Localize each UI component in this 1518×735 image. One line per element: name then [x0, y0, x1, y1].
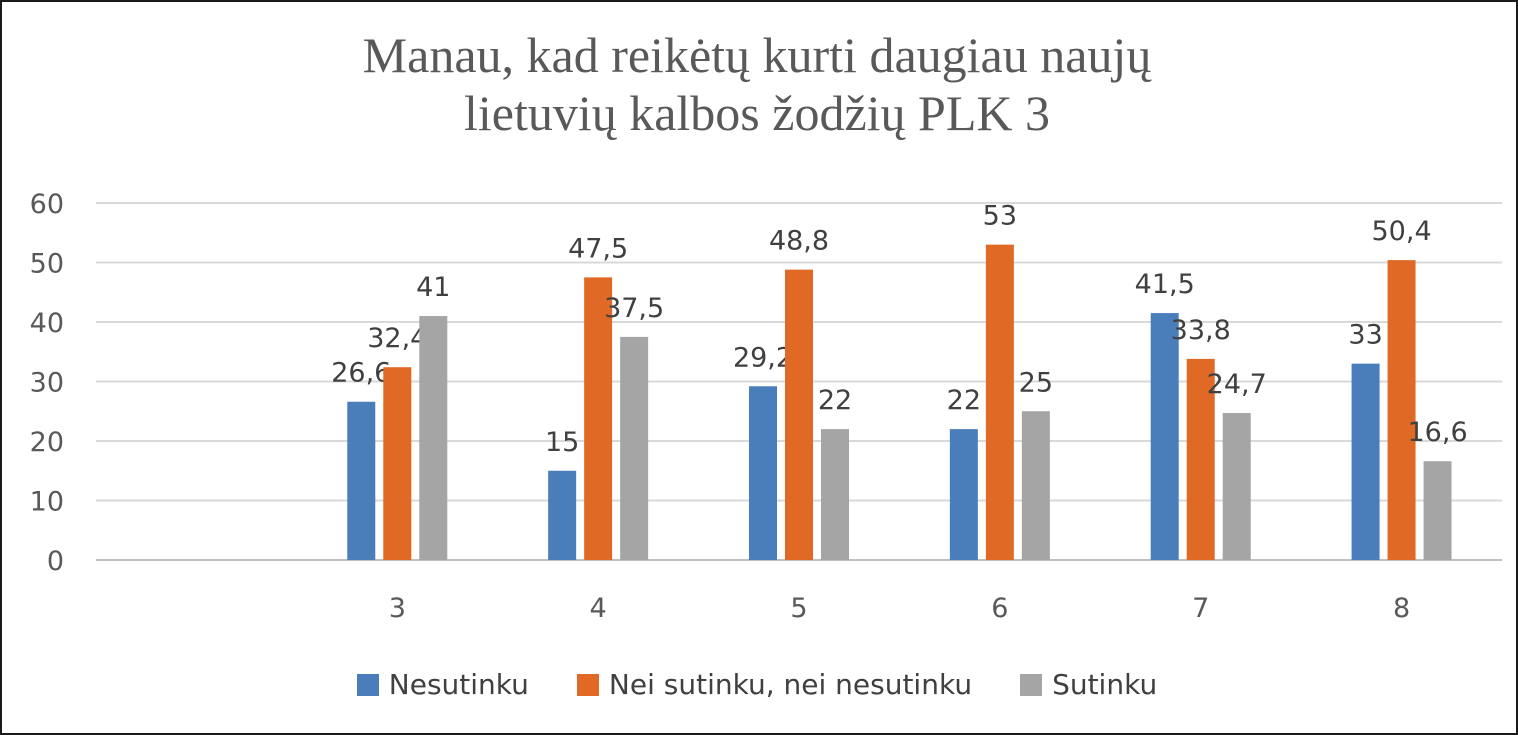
data-label: 47,5 [568, 233, 628, 264]
legend-label-nei: Nei sutinku, nei nesutinku [608, 668, 973, 701]
bar [347, 401, 376, 560]
y-tick-label: 60 [30, 189, 64, 220]
legend-item-nei: Nei sutinku, nei nesutinku [576, 668, 973, 701]
x-tick-label: 8 [1393, 593, 1410, 624]
data-label: 33,8 [1171, 315, 1231, 346]
data-label: 32,4 [367, 323, 427, 354]
legend-swatch-nesutinku [356, 673, 379, 696]
legend-swatch-sutinku [1020, 673, 1043, 696]
chart-title-line-2: lietuvių kalbos žodžių PLK 3 [463, 85, 1051, 141]
bar [1351, 363, 1380, 560]
bar [785, 269, 813, 560]
legend-label-nesutinku: Nesutinku [388, 668, 529, 701]
x-tick-label: 6 [991, 593, 1008, 624]
y-tick-label: 50 [30, 249, 64, 280]
bar [985, 244, 1014, 560]
legend-item-nesutinku: Nesutinku [356, 668, 529, 701]
bar [1387, 260, 1416, 560]
data-label: 25 [1019, 367, 1053, 398]
data-label: 41 [416, 272, 450, 303]
bar [620, 336, 649, 560]
bar [821, 429, 849, 560]
data-label: 33 [1348, 320, 1382, 351]
chart-title-line-1: Manau, kad reikėtų kurti daugiau naujų [362, 27, 1152, 83]
data-label: 24,7 [1207, 369, 1267, 400]
bar [1222, 413, 1251, 560]
legend-label-sutinku: Sutinku [1052, 668, 1158, 701]
data-label: 37,5 [604, 293, 664, 324]
bar [548, 470, 577, 560]
bar [949, 429, 978, 560]
y-tick-label: 40 [30, 308, 64, 339]
data-label: 48,8 [769, 226, 829, 257]
legend: Nesutinku Nei sutinku, nei nesutinku Sut… [0, 668, 1514, 701]
y-tick-label: 0 [47, 546, 64, 577]
bar [1186, 358, 1215, 560]
bar [1021, 411, 1050, 560]
data-label: 15 [545, 427, 579, 458]
data-label: 50,4 [1372, 216, 1432, 247]
data-label: 29,2 [733, 342, 793, 373]
legend-item-sutinku: Sutinku [1020, 668, 1157, 701]
bar [584, 277, 613, 560]
data-label: 53 [983, 201, 1017, 232]
bar-chart: 0 10 20 30 40 50 60 3 4 5 6 7 8 26,6 15 29,2 22 41,5 33 32,… [30, 189, 1502, 624]
bar [749, 386, 777, 560]
x-tick-label: 5 [790, 593, 807, 624]
x-tick-label: 4 [590, 593, 607, 624]
data-label: 22 [947, 385, 981, 416]
data-label: 41,5 [1135, 269, 1195, 300]
x-tick-label: 3 [389, 593, 406, 624]
bar [1150, 313, 1179, 560]
data-label: 22 [818, 385, 852, 416]
y-tick-label: 10 [30, 487, 64, 518]
bar [419, 316, 448, 560]
y-tick-label: 20 [30, 427, 64, 458]
legend-swatch-nei [576, 673, 599, 696]
y-tick-label: 30 [30, 368, 64, 399]
data-label: 16,6 [1408, 417, 1468, 448]
x-tick-label: 7 [1192, 593, 1209, 624]
chart-title: Manau, kad reikėtų kurti daugiau naujų l… [0, 26, 1514, 142]
bar [1423, 461, 1452, 560]
bar [383, 367, 412, 560]
data-label: 26,6 [331, 358, 391, 389]
